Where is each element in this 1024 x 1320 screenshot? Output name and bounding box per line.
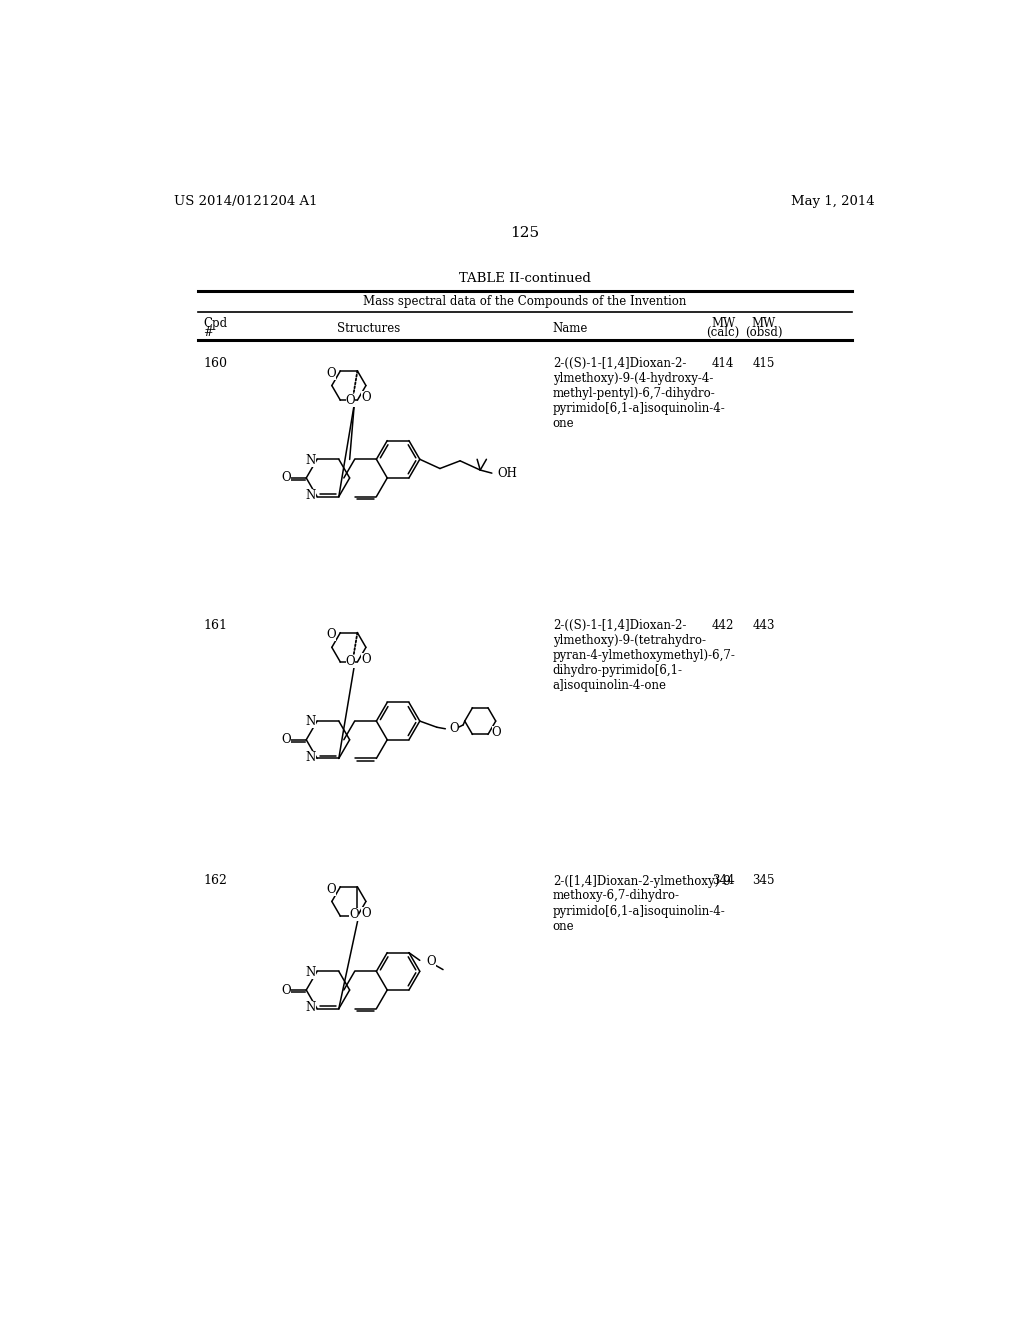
Text: N: N [305,1002,315,1014]
Text: O: O [450,722,459,735]
Text: O: O [361,653,371,667]
Text: US 2014/0121204 A1: US 2014/0121204 A1 [174,195,318,209]
Text: MW: MW [752,317,775,330]
Text: 414: 414 [712,358,734,370]
Text: O: O [361,907,371,920]
Text: 2-([1,4]Dioxan-2-ylmethoxy)-9-
methoxy-6,7-dihydro-
pyrimido[6,1-a]isoquinolin-4: 2-([1,4]Dioxan-2-ylmethoxy)-9- methoxy-6… [553,874,734,932]
Text: O: O [361,392,371,404]
Text: OH: OH [498,467,517,479]
Text: 415: 415 [753,358,775,370]
Text: N: N [305,966,315,978]
Text: TABLE II-continued: TABLE II-continued [459,272,591,285]
Text: 162: 162 [203,874,227,887]
Text: O: O [426,956,435,969]
Text: O: O [282,471,291,484]
Text: O: O [349,908,359,921]
Text: N: N [305,751,315,764]
Text: O: O [282,733,291,746]
Text: O: O [346,393,355,407]
Text: (obsd): (obsd) [744,326,782,339]
Text: O: O [282,983,291,997]
Text: O: O [327,883,337,895]
Text: 345: 345 [753,874,775,887]
Text: O: O [327,367,337,380]
Text: #: # [203,326,213,339]
Text: 160: 160 [203,358,227,370]
Text: 442: 442 [712,619,734,632]
Text: N: N [305,490,315,503]
Text: Name: Name [553,322,588,335]
Text: N: N [305,454,315,466]
Text: 2-((S)-1-[1,4]Dioxan-2-
ylmethoxy)-9-(tetrahydro-
pyran-4-ylmethoxymethyl)-6,7-
: 2-((S)-1-[1,4]Dioxan-2- ylmethoxy)-9-(te… [553,619,735,692]
Text: 161: 161 [203,619,227,632]
Text: May 1, 2014: May 1, 2014 [792,195,876,209]
Text: Structures: Structures [337,322,400,335]
Text: MW: MW [711,317,735,330]
Text: N: N [305,715,315,729]
Text: 125: 125 [510,226,540,240]
Text: Mass spectral data of the Compounds of the Invention: Mass spectral data of the Compounds of t… [364,296,686,309]
Text: 2-((S)-1-[1,4]Dioxan-2-
ylmethoxy)-9-(4-hydroxy-4-
methyl-pentyl)-6,7-dihydro-
p: 2-((S)-1-[1,4]Dioxan-2- ylmethoxy)-9-(4-… [553,358,725,430]
Text: O: O [327,628,337,642]
Text: 443: 443 [753,619,775,632]
Text: 344: 344 [712,874,734,887]
Text: Cpd: Cpd [203,317,227,330]
Text: (calc): (calc) [707,326,739,339]
Text: O: O [346,656,355,668]
Text: O: O [492,726,502,739]
